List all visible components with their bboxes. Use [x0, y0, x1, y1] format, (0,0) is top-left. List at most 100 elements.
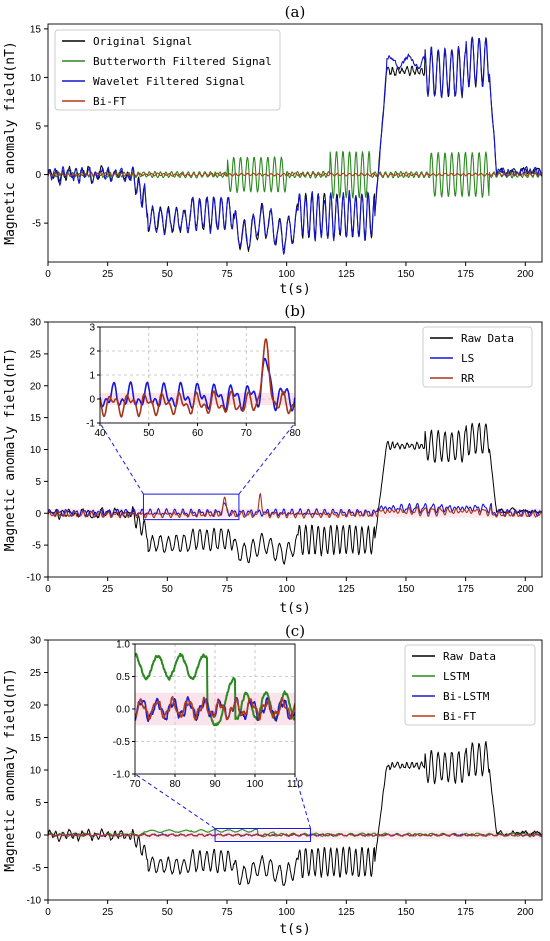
legend-label: LSTM — [443, 670, 470, 683]
y-tick-label: 25 — [30, 668, 42, 679]
x-tick-label: 175 — [457, 907, 474, 918]
x-tick-label: 175 — [457, 269, 474, 280]
x-tick-label: 125 — [338, 584, 355, 595]
x-tick-label: 200 — [517, 269, 534, 280]
series-line-osc — [48, 150, 542, 199]
x-tick-label: 175 — [457, 584, 474, 595]
inset-y-tick-label: 1.0 — [116, 640, 130, 651]
series-line-ls — [48, 502, 542, 518]
legend-box — [54, 29, 281, 111]
x-tick-label: 75 — [221, 584, 233, 595]
y-axis-label: Magnetic anomaly field(nT) — [3, 668, 18, 872]
x-tick-label: 50 — [162, 269, 174, 280]
x-axis-label: t(s) — [279, 601, 310, 616]
x-tick-label: 50 — [162, 584, 174, 595]
x-axis-label: t(s) — [279, 922, 310, 937]
x-tick-label: 200 — [517, 584, 534, 595]
legend-label: Butterworth Filtered Signal — [93, 55, 272, 68]
legend-box — [422, 326, 533, 388]
y-tick-label: 5 — [35, 477, 41, 488]
legend-label: RR — [461, 372, 475, 385]
x-tick-label: 25 — [102, 584, 114, 595]
y-tick-label: 10 — [30, 766, 42, 777]
legend-label: Bi-LSTM — [443, 690, 490, 703]
y-tick-label: 30 — [30, 318, 42, 329]
x-tick-label: 150 — [398, 269, 415, 280]
y-tick-label: -5 — [32, 219, 41, 230]
inset-series-rr — [100, 338, 295, 418]
panel-title: (b) — [284, 302, 305, 320]
y-tick-label: 15 — [30, 733, 42, 744]
y-tick-label: 25 — [30, 349, 42, 360]
inset-x-tick-label: 60 — [192, 428, 204, 439]
legend-label: Bi-FT — [443, 710, 476, 723]
x-tick-label: 100 — [278, 907, 295, 918]
inset-x-tick-label: 70 — [129, 779, 141, 790]
inset-y-tick-label: -1 — [86, 419, 95, 430]
inset-x-tick-label: 110 — [287, 779, 303, 790]
inset-plot — [100, 327, 295, 423]
x-tick-label: 100 — [278, 269, 295, 280]
y-tick-label: 15 — [30, 24, 42, 35]
legend-label: LS — [461, 352, 474, 365]
inset-series-bift_c — [135, 695, 295, 721]
y-tick-label: 0 — [35, 831, 41, 842]
inset-y-tick-label: 1 — [89, 371, 95, 382]
inset-y-tick-label: 2 — [89, 347, 95, 358]
x-tick-label: 75 — [221, 907, 233, 918]
x-tick-label: 125 — [338, 269, 355, 280]
x-tick-label: 25 — [102, 907, 114, 918]
y-tick-label: 10 — [30, 445, 42, 456]
series-line-rr — [48, 493, 542, 519]
inset-series-lstm — [135, 652, 295, 727]
zoom-connector-left — [99, 422, 144, 495]
legend-label: Bi-FT — [93, 95, 126, 108]
x-tick-label: 50 — [162, 907, 174, 918]
panel-title: (a) — [285, 3, 306, 21]
y-tick-label: 10 — [30, 73, 42, 84]
inset-x-tick-label: 50 — [143, 428, 155, 439]
y-tick-label: 0 — [35, 509, 41, 520]
x-axis-label: t(s) — [279, 282, 310, 297]
y-tick-label: 0 — [35, 170, 41, 181]
x-tick-label: 0 — [45, 269, 51, 280]
y-tick-label: 5 — [35, 798, 41, 809]
uncertainty-band — [48, 508, 542, 518]
zoom-connector-left — [134, 773, 216, 829]
x-tick-label: 75 — [221, 269, 233, 280]
inset-y-tick-label: -0.5 — [113, 737, 131, 748]
x-tick-label: 25 — [102, 269, 114, 280]
chart-panel-2: (c) 0 25 50 75 100 125 150 175 200 -10 -5 0 5 10 15 20 25… — [3, 622, 543, 937]
legend-label: Wavelet Filtered Signal — [93, 75, 245, 88]
inset-x-tick-label: 70 — [241, 428, 253, 439]
x-tick-label: 150 — [398, 584, 415, 595]
plot-area — [48, 741, 542, 886]
y-axis-label: Magnetic anomaly field(nT) — [3, 41, 18, 245]
inset-y-tick-label: 0.0 — [116, 705, 130, 716]
legend-label: Raw Data — [443, 650, 496, 663]
inset-x-tick-label: 80 — [289, 428, 301, 439]
x-tick-label: 100 — [278, 584, 295, 595]
series-line-raw — [48, 741, 542, 886]
inset-axes: 40 50 60 70 80 -1 0 1 2 3 — [86, 323, 301, 440]
series-line-flat — [48, 172, 542, 177]
x-tick-label: 125 — [338, 907, 355, 918]
x-tick-label: 0 — [45, 584, 51, 595]
x-tick-label: 0 — [45, 907, 51, 918]
y-tick-label: -5 — [32, 863, 41, 874]
y-tick-label: 5 — [35, 122, 41, 133]
inset-y-tick-label: 0.5 — [116, 672, 130, 683]
y-tick-label: -10 — [27, 573, 42, 584]
x-tick-label: 200 — [517, 907, 534, 918]
plot-area — [48, 422, 542, 565]
inset-x-tick-label: 80 — [169, 779, 181, 790]
plot-area — [48, 36, 542, 255]
inset-y-tick-label: 3 — [89, 323, 95, 334]
zoom-connector-right — [238, 422, 296, 495]
x-tick-label: 150 — [398, 907, 415, 918]
zoom-rect — [142, 493, 240, 521]
legend-label: Raw Data — [461, 332, 514, 345]
inset-plot — [135, 644, 295, 774]
inset-axes: 70 80 90 100 110 -1.0 -0.5 0.0 0.5 1.0 — [113, 640, 304, 791]
